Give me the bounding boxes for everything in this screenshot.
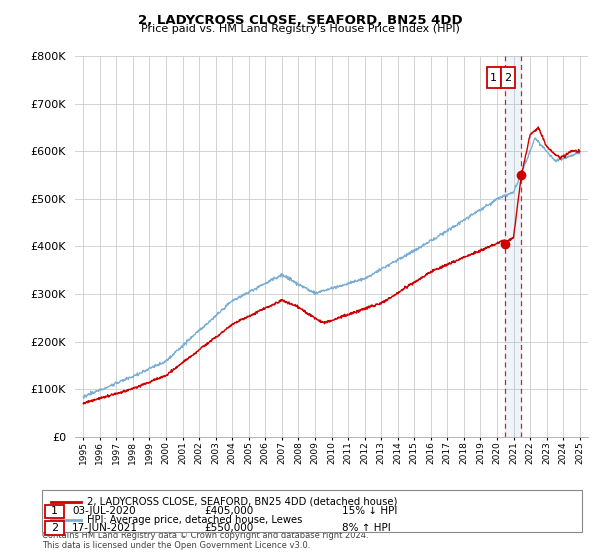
Text: 8% ↑ HPI: 8% ↑ HPI [342, 523, 391, 533]
Text: 1: 1 [51, 506, 58, 516]
Text: 1: 1 [490, 73, 497, 83]
FancyBboxPatch shape [487, 67, 501, 88]
Text: Contains HM Land Registry data © Crown copyright and database right 2024.
This d: Contains HM Land Registry data © Crown c… [42, 530, 368, 550]
Text: 17-JUN-2021: 17-JUN-2021 [72, 523, 138, 533]
Text: 03-JUL-2020: 03-JUL-2020 [72, 506, 136, 516]
Text: HPI: Average price, detached house, Lewes: HPI: Average price, detached house, Lewe… [87, 515, 302, 525]
Text: 2, LADYCROSS CLOSE, SEAFORD, BN25 4DD: 2, LADYCROSS CLOSE, SEAFORD, BN25 4DD [137, 14, 463, 27]
Text: 2, LADYCROSS CLOSE, SEAFORD, BN25 4DD (detached house): 2, LADYCROSS CLOSE, SEAFORD, BN25 4DD (d… [87, 497, 397, 507]
Text: £550,000: £550,000 [204, 523, 253, 533]
Text: 15% ↓ HPI: 15% ↓ HPI [342, 506, 397, 516]
Text: £405,000: £405,000 [204, 506, 253, 516]
Text: 2: 2 [505, 73, 512, 83]
Bar [505, 56, 521, 437]
FancyBboxPatch shape [501, 67, 515, 88]
Text: 2: 2 [51, 523, 58, 533]
Text: Price paid vs. HM Land Registry's House Price Index (HPI): Price paid vs. HM Land Registry's House … [140, 24, 460, 34]
